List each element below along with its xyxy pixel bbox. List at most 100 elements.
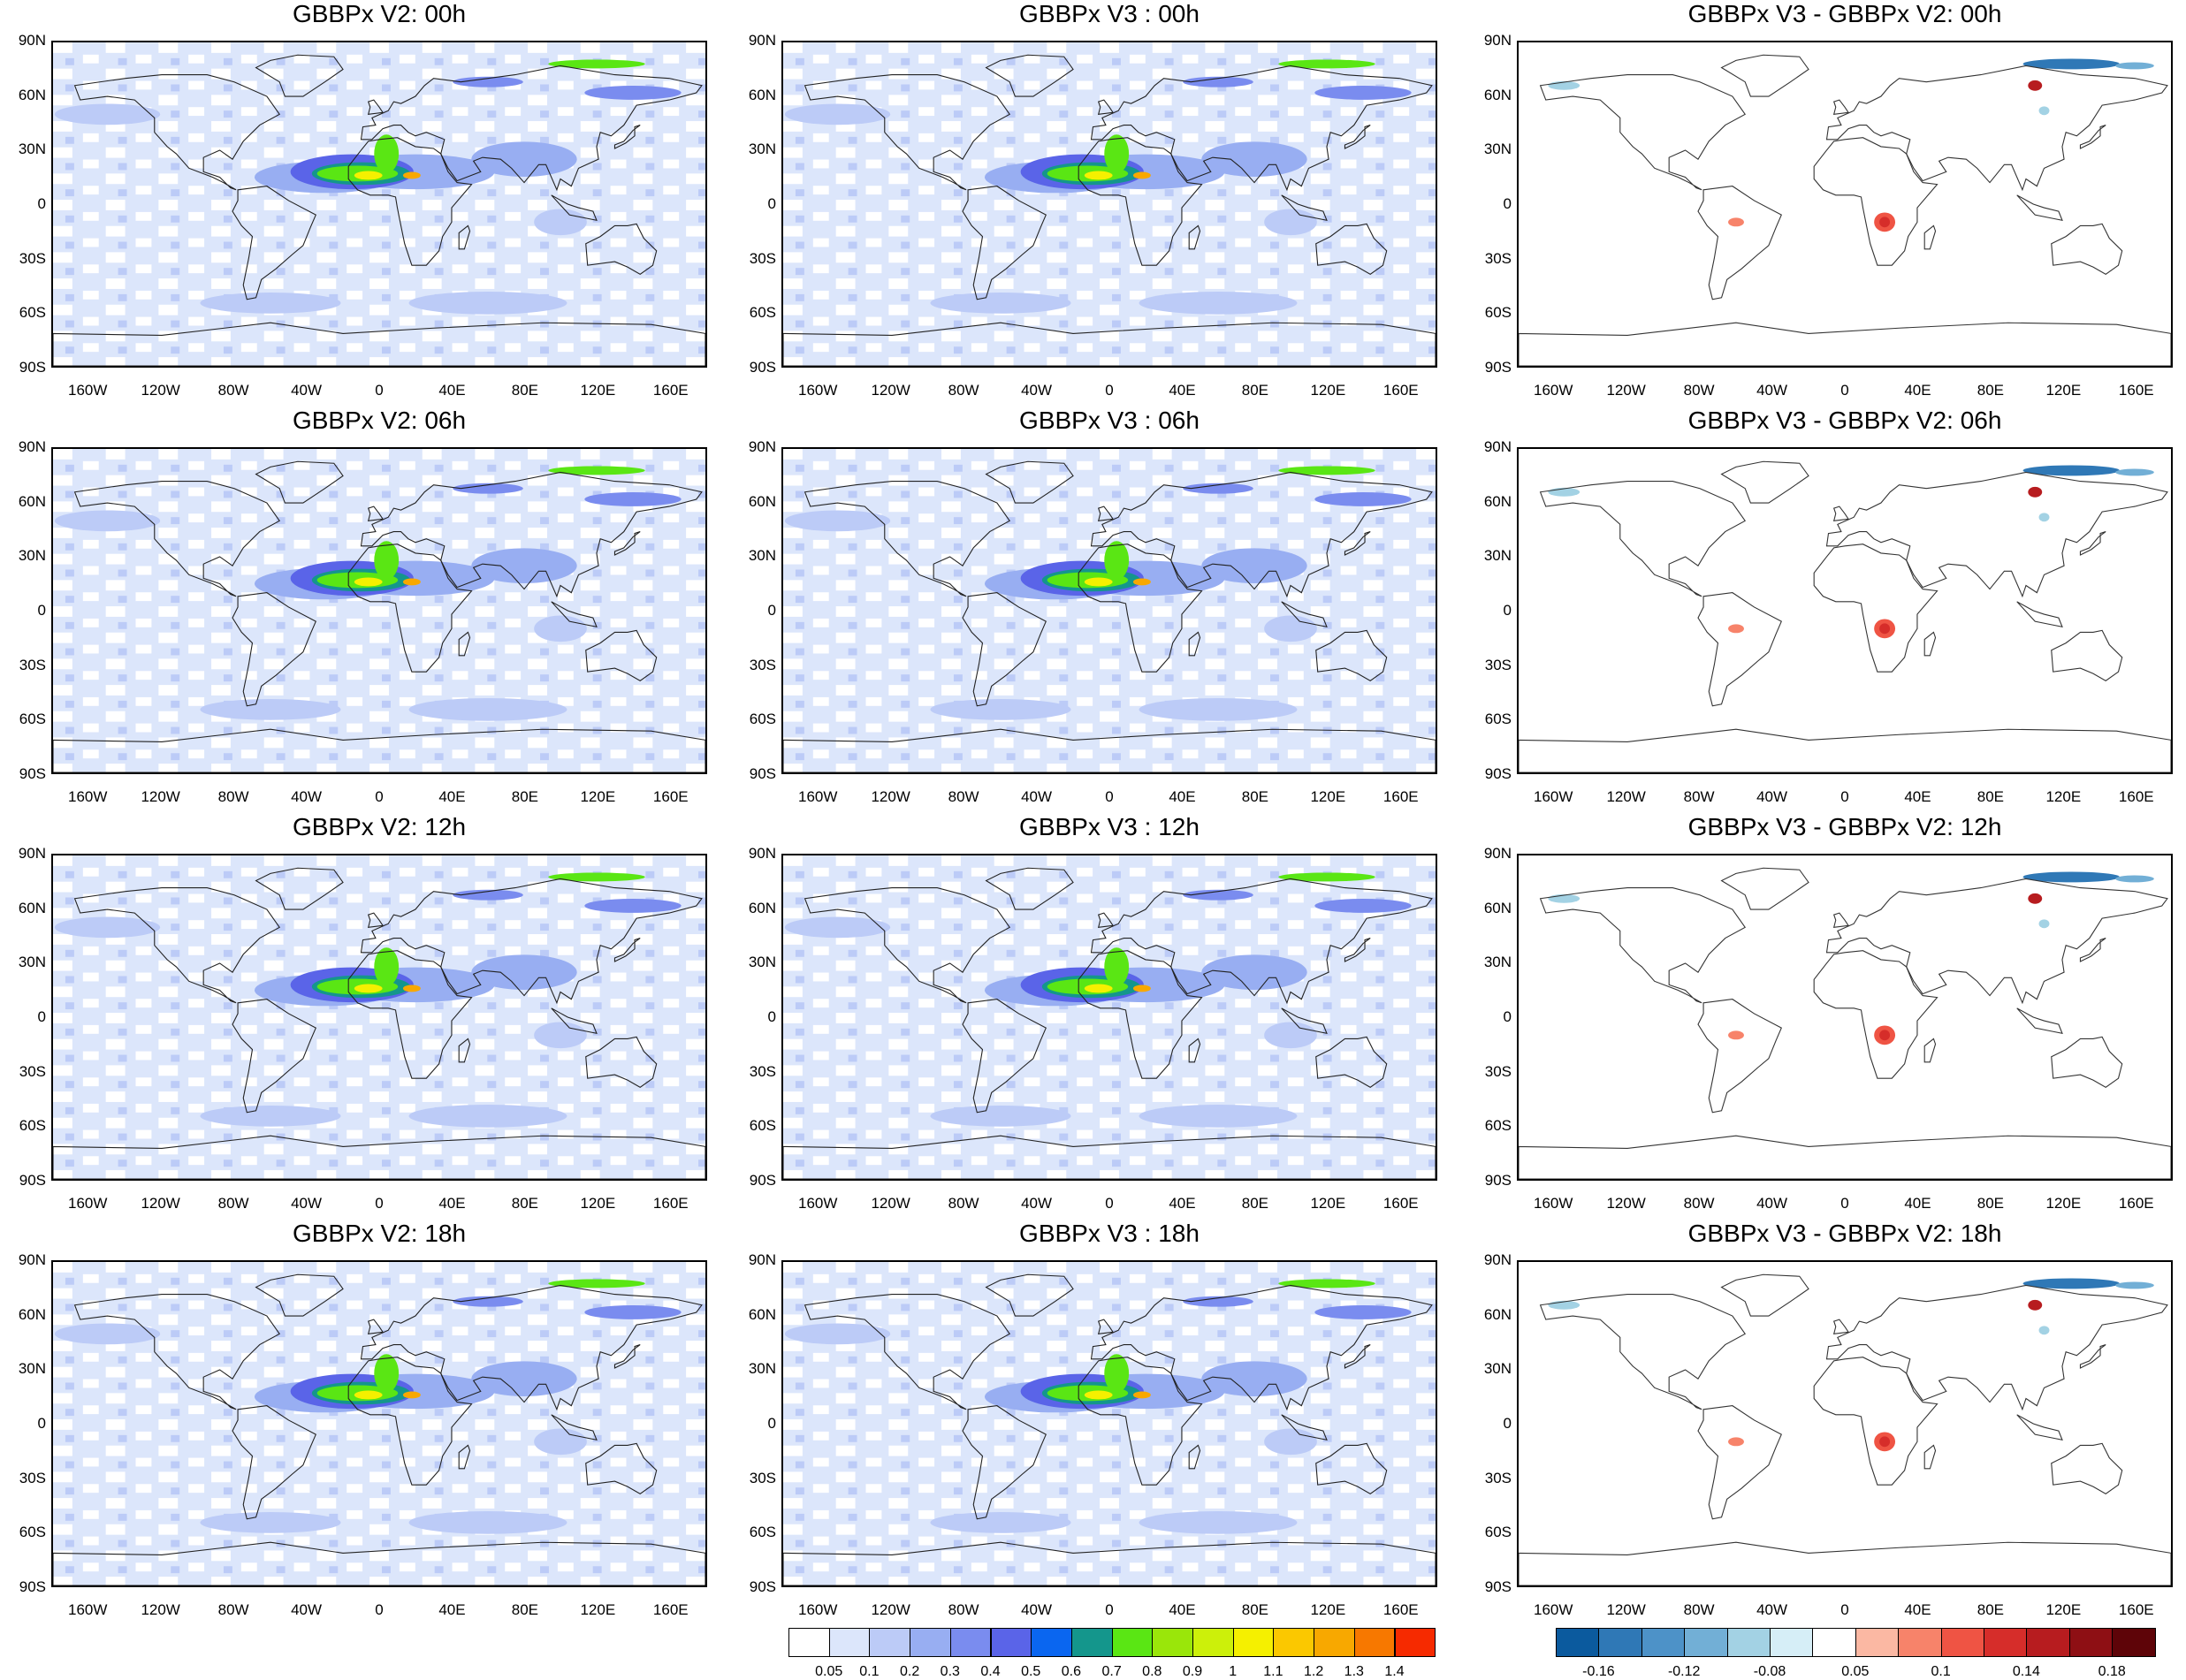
map-canvas xyxy=(1519,449,2171,772)
aerosol-band xyxy=(54,1323,161,1345)
arctic-plume xyxy=(548,1279,645,1289)
longitude-tick-label: 40W xyxy=(1021,1601,1053,1618)
longitude-tick-label: 0 xyxy=(1840,382,1849,399)
longitude-tick-label: 160W xyxy=(68,1601,108,1618)
coastline-namerica xyxy=(1539,74,1747,191)
aerosol-band xyxy=(453,483,523,494)
aerosol-band xyxy=(930,1511,1071,1533)
dust-plume-max xyxy=(1132,578,1151,586)
coastline-indonesia xyxy=(1281,194,1328,222)
longitude-tick-label: 120E xyxy=(2045,1601,2082,1618)
longitude-tick-label: 160E xyxy=(652,382,689,399)
coastline-greenland xyxy=(985,54,1074,97)
latitude-tick-label: 30N xyxy=(748,141,776,158)
colorbar-swatch xyxy=(1192,1628,1234,1657)
latitude-tick-label: 90N xyxy=(18,438,46,455)
latitude-tick-label: 90S xyxy=(19,765,46,782)
longitude-tick-label: 160W xyxy=(798,1195,838,1212)
coastline-africa xyxy=(1813,137,1938,266)
coastline-australia xyxy=(585,223,658,275)
aerosol-band xyxy=(1139,697,1298,721)
coastline-madagascar xyxy=(1923,224,1937,250)
aerosol-band xyxy=(584,1305,682,1319)
panel-title: GBBPx V3 - GBBPx V2: 00h xyxy=(1687,0,2002,27)
negative-difference xyxy=(2115,875,2154,883)
longitude-tick-label: 80E xyxy=(1977,382,2004,399)
longitude-tick-label: 40W xyxy=(291,1601,323,1618)
latitude-tick-label: 60N xyxy=(748,1305,776,1323)
coastline-namerica xyxy=(73,1294,281,1410)
panel-title: GBBPx V2: 12h xyxy=(292,813,467,840)
map-canvas xyxy=(53,1262,705,1585)
colorbar-label: -0.12 xyxy=(1667,1664,1701,1679)
coastline-africa xyxy=(347,1357,473,1486)
coastline-australia xyxy=(1315,1036,1388,1088)
colorbar-label: 0.2 xyxy=(899,1664,920,1679)
panel-title: GBBPx V3 : 12h xyxy=(1019,813,1200,840)
map-frame xyxy=(51,854,707,1181)
longitude-tick-label: 40W xyxy=(1756,1195,1788,1212)
aerosol-band xyxy=(1183,1296,1253,1307)
aerosol-band xyxy=(534,615,587,642)
latitude-tick-label: 90N xyxy=(18,845,46,862)
aerosol-band xyxy=(200,1511,341,1533)
latitude-tick-label: 0 xyxy=(767,195,776,212)
longitude-tick-label: 160E xyxy=(1382,788,1419,805)
panel-title: GBBPx V3 - GBBPx V2: 12h xyxy=(1687,813,2002,840)
map-frame xyxy=(51,447,707,774)
coastline-madagascar xyxy=(1188,1444,1201,1470)
coastline-africa xyxy=(1078,950,1203,1079)
coastline-uk xyxy=(1832,506,1850,521)
coastline-eurasia xyxy=(360,1284,703,1411)
longitude-tick-label: 0 xyxy=(1840,1195,1849,1212)
longitude-tick-label: 160W xyxy=(68,1195,108,1212)
coastline-greenland xyxy=(255,460,344,504)
colorbar-swatch xyxy=(1031,1628,1072,1657)
coastline-australia xyxy=(2051,223,2123,275)
coastline-japan xyxy=(613,531,641,556)
colorbar-label: 1.3 xyxy=(1344,1664,1364,1679)
longitude-tick-label: 160W xyxy=(1534,1601,1573,1618)
panel-title: GBBPx V3 - GBBPx V2: 18h xyxy=(1687,1220,2002,1247)
aerosol-band xyxy=(200,292,341,314)
coastline-australia xyxy=(585,1442,658,1494)
latitude-tick-label: 30N xyxy=(748,1360,776,1378)
latitude-tick-label: 30N xyxy=(748,954,776,971)
latitude-tick-label: 90S xyxy=(749,765,776,782)
longitude-tick-label: 120E xyxy=(1310,1601,1346,1618)
latitude-tick-label: 0 xyxy=(1503,1415,1512,1432)
latitude-tick-label: 30S xyxy=(19,656,46,673)
dust-plume-max xyxy=(354,984,383,993)
positive-difference xyxy=(2028,486,2043,498)
aerosol-band xyxy=(1314,492,1412,506)
latitude-tick-label: 30N xyxy=(18,141,46,158)
coastline-madagascar xyxy=(1923,1444,1937,1470)
aerosol-band xyxy=(534,1022,587,1049)
longitude-tick-label: 120E xyxy=(580,1195,616,1212)
latitude-tick-label: 60S xyxy=(19,711,46,728)
coastline-greenland xyxy=(985,460,1074,504)
latitude-tick-label: 30S xyxy=(19,1062,46,1080)
longitude-tick-label: 160W xyxy=(1534,788,1573,805)
coastline-indonesia xyxy=(2016,1414,2063,1441)
dust-plume-max xyxy=(1084,984,1113,993)
colorbar-swatch xyxy=(1394,1628,1436,1657)
latitude-tick-label: 0 xyxy=(37,1415,46,1432)
longitude-tick-label: 120E xyxy=(1310,1195,1346,1212)
panel-title: GBBPx V2: 00h xyxy=(292,0,467,27)
coastline-antarctica xyxy=(783,1135,1436,1179)
latitude-tick-label: 90N xyxy=(748,32,776,49)
coastline-indonesia xyxy=(551,601,598,628)
coastline-madagascar xyxy=(1188,631,1201,657)
dust-plume-max xyxy=(402,578,421,586)
colorbar-label: 1 xyxy=(1229,1664,1238,1679)
coastline-japan xyxy=(1344,938,1371,962)
arctic-plume xyxy=(548,466,645,475)
coastline-eurasia xyxy=(1825,471,2168,598)
longitude-tick-label: 40W xyxy=(1021,788,1053,805)
longitude-tick-label: 40E xyxy=(1169,382,1196,399)
coastline-greenland xyxy=(1720,460,1809,504)
longitude-tick-label: 120W xyxy=(141,1195,180,1212)
coastline-uk xyxy=(1097,506,1115,521)
longitude-tick-label: 160W xyxy=(68,788,108,805)
